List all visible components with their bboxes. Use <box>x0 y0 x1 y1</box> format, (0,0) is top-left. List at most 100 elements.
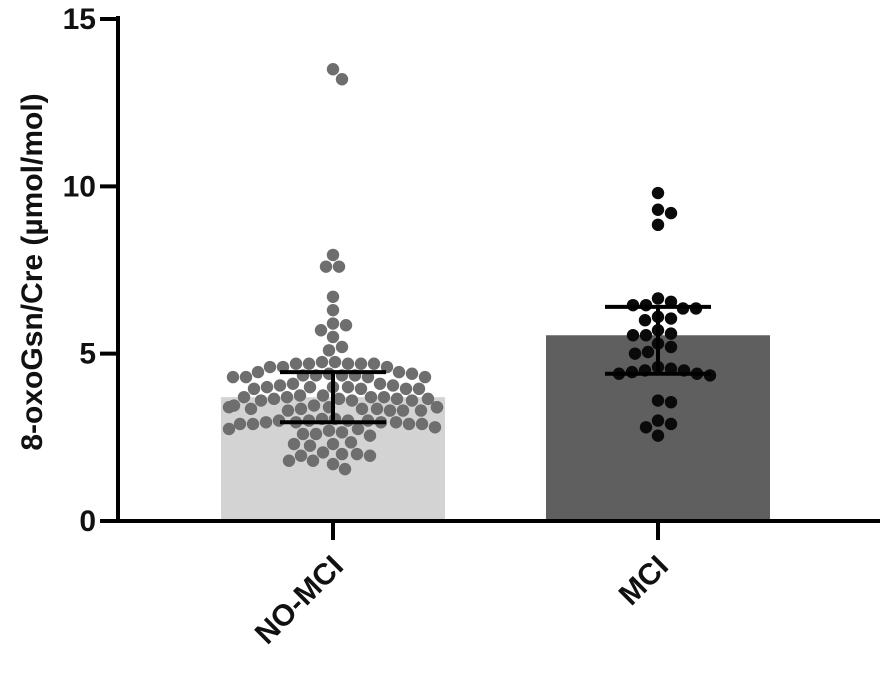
data-point-mci <box>651 203 665 216</box>
category-labels-layer: NO-MCI MCI <box>249 521 675 651</box>
data-point-no-mci <box>254 394 268 407</box>
data-point-no-mci <box>399 382 413 396</box>
data-point-no-mci <box>335 340 349 354</box>
data-point-no-mci <box>287 437 301 451</box>
data-point-no-mci <box>273 379 287 392</box>
y-axis-title: 8-oxoGsn/Cre (µmol/mol) <box>16 93 49 450</box>
data-point-no-mci <box>263 360 277 374</box>
data-point-no-mci <box>363 449 377 462</box>
data-point-no-mci <box>326 248 340 262</box>
data-point-no-mci <box>259 416 273 429</box>
data-point-no-mci <box>316 389 330 402</box>
data-point-no-mci <box>296 427 310 441</box>
data-point-no-mci <box>326 303 340 317</box>
data-point-no-mci <box>345 394 359 407</box>
data-point-no-mci <box>328 355 342 369</box>
y-tick-label-15: 15 <box>63 3 96 36</box>
data-point-no-mci <box>316 446 330 459</box>
data-point-no-mci <box>267 392 281 406</box>
data-point-no-mci <box>344 436 358 449</box>
data-point-no-mci <box>302 357 316 370</box>
data-point-no-mci <box>294 449 308 462</box>
data-point-no-mci <box>247 382 261 396</box>
x-tick-label-mci: MCI <box>613 550 675 612</box>
data-point-no-mci <box>354 357 368 370</box>
y-tick-label-10: 10 <box>63 170 96 203</box>
data-point-no-mci <box>222 401 236 414</box>
x-tick-label-no-mci: NO-MCI <box>249 550 350 651</box>
data-point-mci <box>664 206 678 220</box>
data-point-no-mci <box>319 260 333 273</box>
data-point-mci <box>664 327 678 340</box>
data-point-no-mci <box>226 370 240 384</box>
data-point-no-mci <box>307 399 321 412</box>
data-point-no-mci <box>392 365 406 379</box>
data-point-mci <box>628 347 642 360</box>
data-point-no-mci <box>430 401 444 414</box>
data-point-no-mci <box>239 370 253 384</box>
data-point-mci <box>664 417 678 431</box>
data-point-no-mci <box>326 290 340 303</box>
data-point-mci <box>664 312 678 325</box>
data-point-mci <box>639 329 653 342</box>
data-point-no-mci <box>332 260 346 273</box>
data-point-no-mci <box>414 404 428 417</box>
data-point-no-mci <box>341 357 355 370</box>
data-point-no-mci <box>364 390 378 404</box>
data-point-no-mci <box>326 317 340 330</box>
data-point-no-mci <box>222 422 236 436</box>
data-point-no-mci <box>260 380 274 394</box>
data-point-no-mci <box>421 392 435 406</box>
data-point-mci <box>626 329 640 342</box>
data-point-no-mci <box>293 389 307 402</box>
data-point-no-mci <box>386 379 400 392</box>
data-point-no-mci <box>412 382 426 396</box>
data-point-no-mci <box>246 417 260 431</box>
data-point-no-mci <box>351 422 365 436</box>
error-bars-layer <box>280 304 711 425</box>
data-point-no-mci <box>373 377 387 390</box>
data-point-no-mci <box>367 357 381 370</box>
data-point-no-mci <box>326 330 340 344</box>
data-point-no-mci <box>294 402 308 416</box>
data-point-mci <box>641 345 655 359</box>
data-point-no-mci <box>251 365 265 379</box>
data-point-mci <box>651 292 665 305</box>
data-point-no-mci <box>286 377 300 390</box>
data-point-mci <box>639 421 653 434</box>
data-point-no-mci <box>396 404 410 417</box>
data-point-no-mci <box>332 392 346 406</box>
data-point-mci <box>651 414 665 427</box>
data-point-no-mci <box>322 344 336 357</box>
data-point-no-mci <box>233 417 247 431</box>
y-tick-label-5: 5 <box>79 338 96 371</box>
data-point-no-mci <box>390 392 404 406</box>
data-point-no-mci <box>309 427 323 441</box>
data-point-no-mci <box>282 454 296 467</box>
data-point-no-mci <box>326 457 340 471</box>
data-point-mci <box>651 394 665 407</box>
data-point-no-mci <box>322 424 336 437</box>
data-point-no-mci <box>335 73 349 86</box>
data-point-no-mci <box>303 380 317 394</box>
data-point-no-mci <box>355 402 369 416</box>
data-point-mci <box>638 314 652 327</box>
data-point-no-mci <box>363 429 377 442</box>
data-point-no-mci <box>303 439 317 452</box>
axes-layer <box>116 16 880 523</box>
data-point-no-mci <box>418 370 432 384</box>
data-point-no-mci <box>289 357 303 370</box>
data-point-no-mci <box>314 324 328 337</box>
data-point-no-mci <box>415 417 429 431</box>
data-point-no-mci <box>405 394 419 407</box>
data-point-no-mci <box>354 382 368 396</box>
data-point-no-mci <box>244 402 258 416</box>
data-point-no-mci <box>370 402 384 416</box>
data-point-no-mci <box>281 404 295 417</box>
data-point-no-mci <box>237 390 251 404</box>
data-point-no-mci <box>341 380 355 394</box>
data-point-mci <box>664 395 678 409</box>
data-point-no-mci <box>280 390 294 404</box>
data-point-no-mci <box>428 421 442 434</box>
